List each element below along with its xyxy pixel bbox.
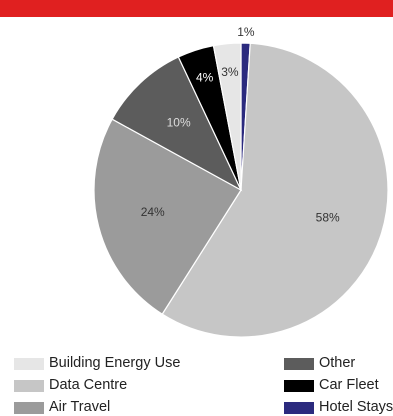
pie-slice-other	[111, 56, 243, 192]
legend-swatch	[14, 379, 44, 392]
legend-swatch	[284, 379, 314, 392]
legend-label: Building Energy Use	[49, 355, 181, 371]
legend-item-other: Other	[284, 355, 355, 372]
pie-slice-data-centre	[161, 42, 389, 338]
legend-item-car-fleet: Car Fleet	[284, 377, 379, 394]
legend-label: Air Travel	[49, 399, 111, 415]
legend-label: Other	[319, 355, 356, 371]
legend-swatch	[284, 357, 314, 370]
legend-item-building-energy-use: Building Energy Use	[14, 355, 180, 372]
legend-label: Data Centre	[49, 377, 128, 393]
header-red-bar	[0, 0, 393, 17]
pie-slice-air-travel	[93, 118, 242, 315]
legend-swatch	[284, 401, 314, 414]
legend-item-air-travel: Air Travel	[14, 399, 110, 416]
legend-item-hotel-stays: Hotel Stays	[284, 399, 393, 416]
pie-slice-building-energy-use	[212, 42, 242, 191]
legend-swatch	[14, 357, 44, 370]
legend-label: Hotel Stays	[319, 399, 393, 415]
legend-swatch	[14, 401, 44, 414]
slice-label-data-centre: 58%	[316, 210, 340, 224]
slice-label-air-travel: 24%	[141, 205, 165, 219]
slice-label-other: 10%	[167, 116, 191, 130]
legend-item-data-centre: Data Centre	[14, 377, 127, 394]
slice-label-building-energy-use: 3%	[221, 65, 239, 79]
legend-label: Car Fleet	[319, 377, 379, 393]
slice-label-car-fleet: 4%	[196, 70, 214, 84]
slice-label-hotel-stays: 1%	[237, 25, 255, 39]
